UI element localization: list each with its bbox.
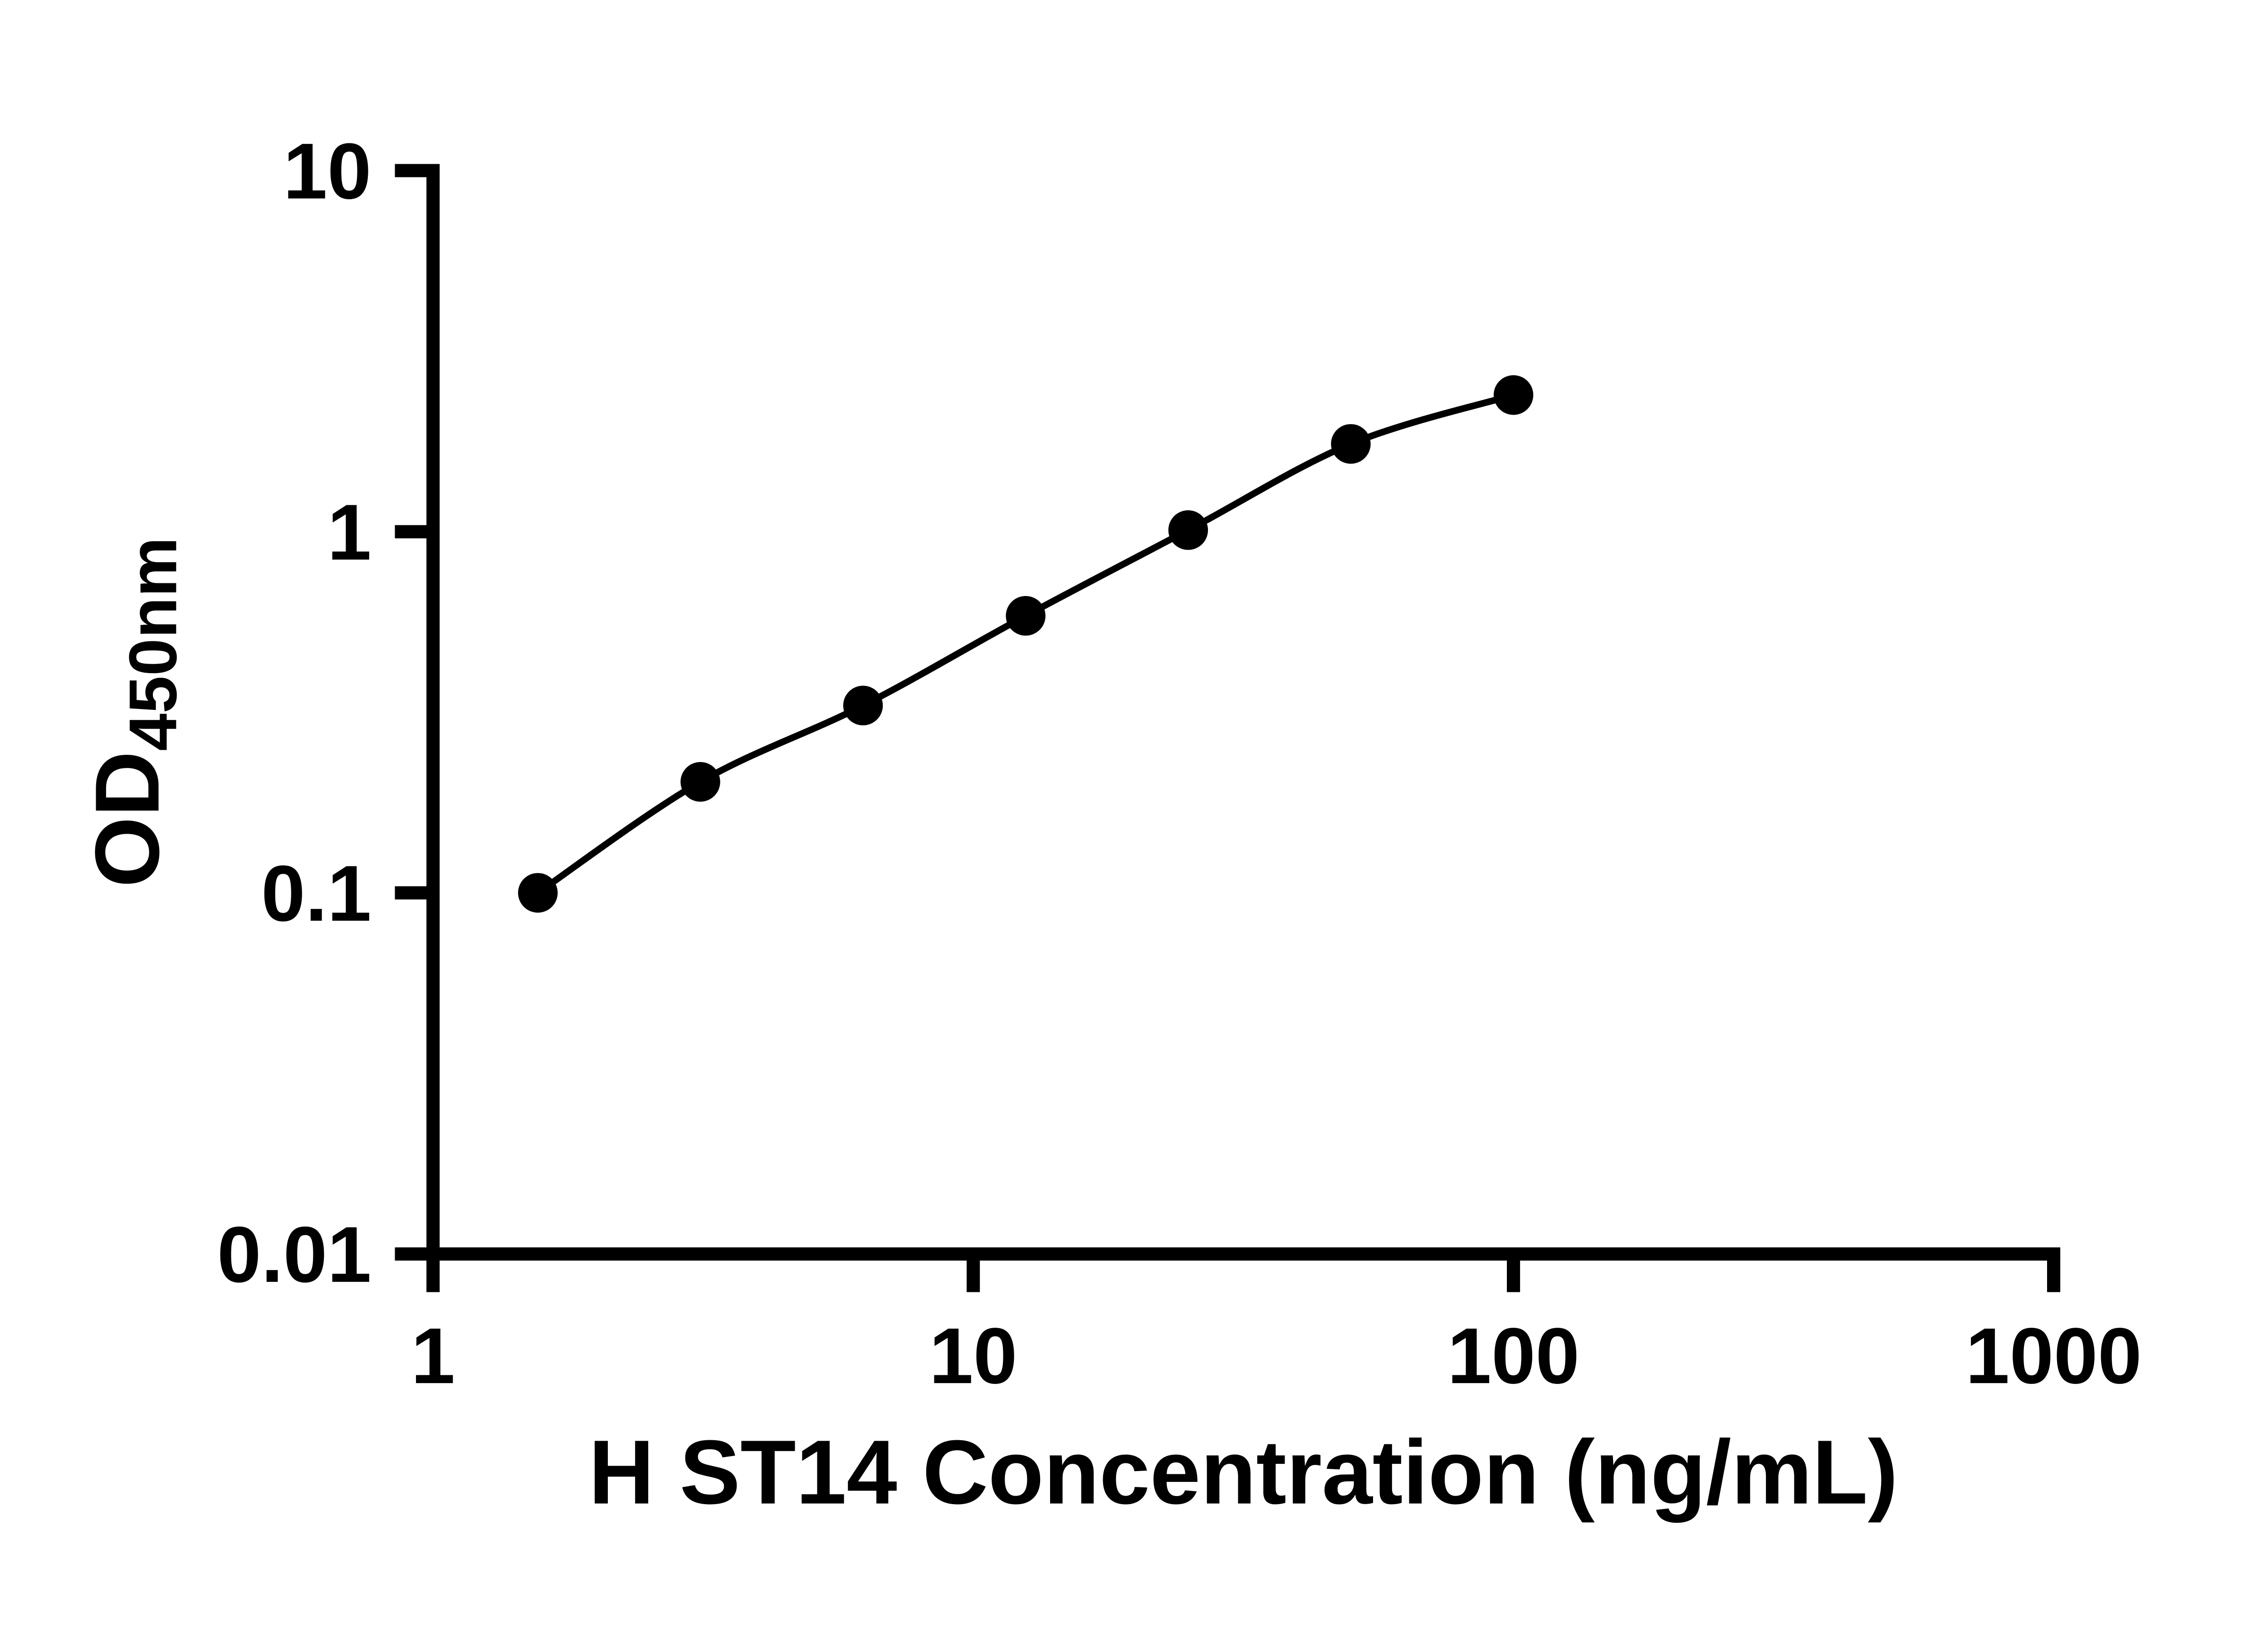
data-point [680,762,720,802]
x-axis-ticks: 1 10 100 1000 [411,1254,2142,1400]
data-point [1168,510,1208,550]
y-axis-title-main: OD [76,751,178,888]
y-tick-label: 10 [283,127,371,216]
x-tick-label: 1 [411,1312,455,1400]
data-point [518,873,558,913]
data-point [1493,375,1534,415]
x-tick-label: 1000 [1965,1312,2142,1400]
x-axis-title: H ST14 Concentration (ng/mL) [589,1421,1898,1523]
y-tick-label: 1 [327,489,371,577]
fit-curve [536,391,1515,896]
data-point [843,685,883,726]
y-axis-title: OD450nm [76,537,191,888]
x-tick-label: 10 [929,1312,1017,1400]
data-point [1331,424,1371,464]
y-tick-label: 0.01 [217,1211,371,1299]
y-tick-label: 0.1 [261,850,371,938]
y-axis-title-sub: 450nm [115,537,191,751]
data-points [518,375,1534,913]
data-point [1006,596,1046,636]
x-tick-label: 100 [1447,1312,1580,1400]
y-axis-ticks: 0.01 0.1 1 10 [217,127,433,1299]
axes [426,164,2061,1261]
